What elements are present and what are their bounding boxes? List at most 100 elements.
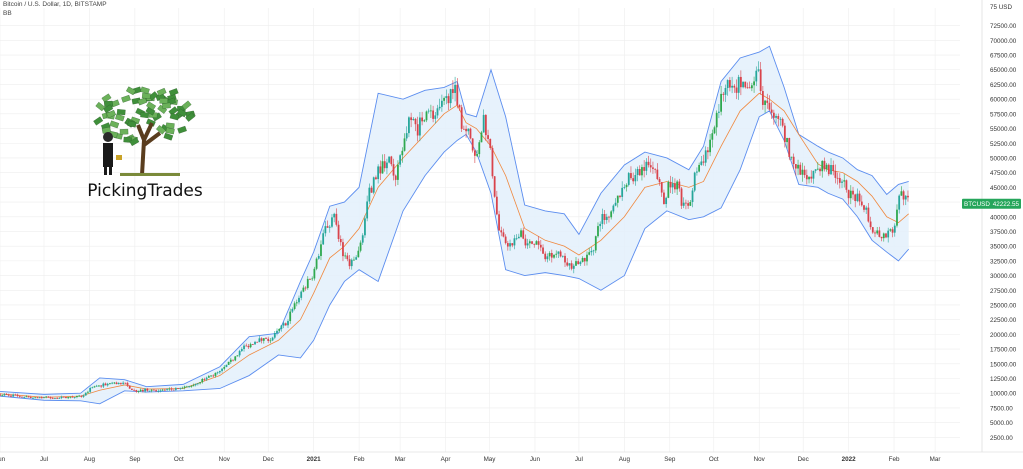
candle-body xyxy=(227,361,230,365)
candle-body xyxy=(792,156,795,165)
candle-body xyxy=(155,390,157,392)
basis-line xyxy=(0,92,909,398)
symbol-title: Bitcoin / U.S. Dollar, 1D, BITSTAMP xyxy=(3,1,107,8)
candle-body xyxy=(397,164,399,180)
x-tick-label: 2022 xyxy=(842,456,857,463)
candle-body xyxy=(163,389,166,391)
indicator-label[interactable]: BB xyxy=(3,10,12,17)
candle-body xyxy=(460,107,463,129)
candle-body xyxy=(287,321,289,326)
candle-body xyxy=(691,190,694,203)
candle-body xyxy=(526,243,529,246)
candle-body xyxy=(350,259,353,267)
price-axis[interactable]: 2500.00 5000.00 7500.00 10000.00 12500.00 150… xyxy=(981,0,1017,452)
candle-body xyxy=(590,250,593,253)
money-leaf xyxy=(159,98,168,104)
x-tick-label: Jul xyxy=(575,456,583,463)
candle-body xyxy=(273,333,276,338)
candle-body xyxy=(904,195,907,200)
time-axis[interactable]: Jun Jul Aug Sep Oct Nov Dec 2021 Feb Mar Apr May Jun… xyxy=(0,451,1023,463)
candle-body xyxy=(394,175,397,180)
candle-body xyxy=(632,178,635,182)
candle-body xyxy=(777,115,780,119)
candle-body xyxy=(838,178,841,183)
candle-body xyxy=(779,118,782,120)
candle-body xyxy=(489,138,492,148)
candle-body xyxy=(663,192,665,205)
candle-body xyxy=(223,366,226,369)
y-tick-label: 52500.00 xyxy=(990,141,1017,148)
candle-body xyxy=(443,98,445,101)
x-tick-label: Nov xyxy=(754,456,766,463)
candle-body xyxy=(469,128,472,139)
y-tick-label: 35000.00 xyxy=(990,244,1017,251)
candle-body xyxy=(361,235,364,243)
y-tick-label: 20000.00 xyxy=(990,332,1017,339)
candle-body xyxy=(298,297,300,303)
candle-body xyxy=(214,372,217,376)
candle-body xyxy=(678,181,681,189)
candle-body xyxy=(858,193,861,202)
candle-body xyxy=(324,226,327,234)
candle-body xyxy=(667,181,670,198)
candle-body xyxy=(372,177,375,193)
candle-body xyxy=(902,191,905,200)
upper-band xyxy=(0,45,909,395)
candle-body xyxy=(854,194,857,202)
candle-body xyxy=(346,255,349,260)
y-tick-label: 40000.00 xyxy=(990,214,1017,221)
candle-body xyxy=(309,278,311,280)
candle-body xyxy=(111,382,114,384)
candle-body xyxy=(726,80,729,89)
candle-body xyxy=(579,261,582,265)
candle-body xyxy=(434,115,437,119)
candle-body xyxy=(698,164,701,172)
candle-body xyxy=(212,375,215,377)
candle-body xyxy=(262,338,265,341)
candle-body xyxy=(513,238,516,246)
candle-body xyxy=(564,255,566,263)
x-tick-label: Jun xyxy=(530,456,541,463)
candle-body xyxy=(102,383,105,387)
candle-body xyxy=(282,323,285,326)
candle-body xyxy=(531,241,533,244)
candle-body xyxy=(891,229,894,233)
candle-body xyxy=(76,395,78,398)
candle-body xyxy=(621,187,624,197)
candle-body xyxy=(419,117,421,136)
candle-body xyxy=(462,128,465,130)
money-leaf xyxy=(169,113,180,121)
candle-body xyxy=(100,385,103,387)
x-tick-label: Sep xyxy=(129,456,141,463)
candle-body xyxy=(317,255,320,259)
candle-body xyxy=(267,338,270,341)
money-leaf xyxy=(93,116,104,126)
candle-body xyxy=(755,70,758,82)
candle-body xyxy=(69,396,72,398)
money-leaf xyxy=(119,128,129,135)
candle-body xyxy=(876,230,879,234)
candle-body xyxy=(471,138,474,151)
candle-body xyxy=(515,238,518,240)
money-leaf xyxy=(140,86,150,95)
candle-body xyxy=(5,394,8,395)
candle-body xyxy=(229,359,232,362)
logo: PickingTrades xyxy=(80,85,210,215)
candle-body xyxy=(43,397,45,399)
candle-body xyxy=(67,397,70,399)
candle-body xyxy=(291,308,294,312)
candle-body xyxy=(498,214,500,231)
candle-body xyxy=(647,161,650,166)
candle-body xyxy=(614,202,617,206)
y-tick-label: 60000.00 xyxy=(990,97,1017,104)
candle-body xyxy=(522,230,525,239)
candle-body xyxy=(377,166,380,180)
candle-body xyxy=(0,394,1,396)
money-leaf xyxy=(177,125,187,134)
candle-body xyxy=(764,100,766,105)
candle-body xyxy=(177,388,179,389)
candle-body xyxy=(225,364,228,367)
candle-body xyxy=(900,191,903,196)
